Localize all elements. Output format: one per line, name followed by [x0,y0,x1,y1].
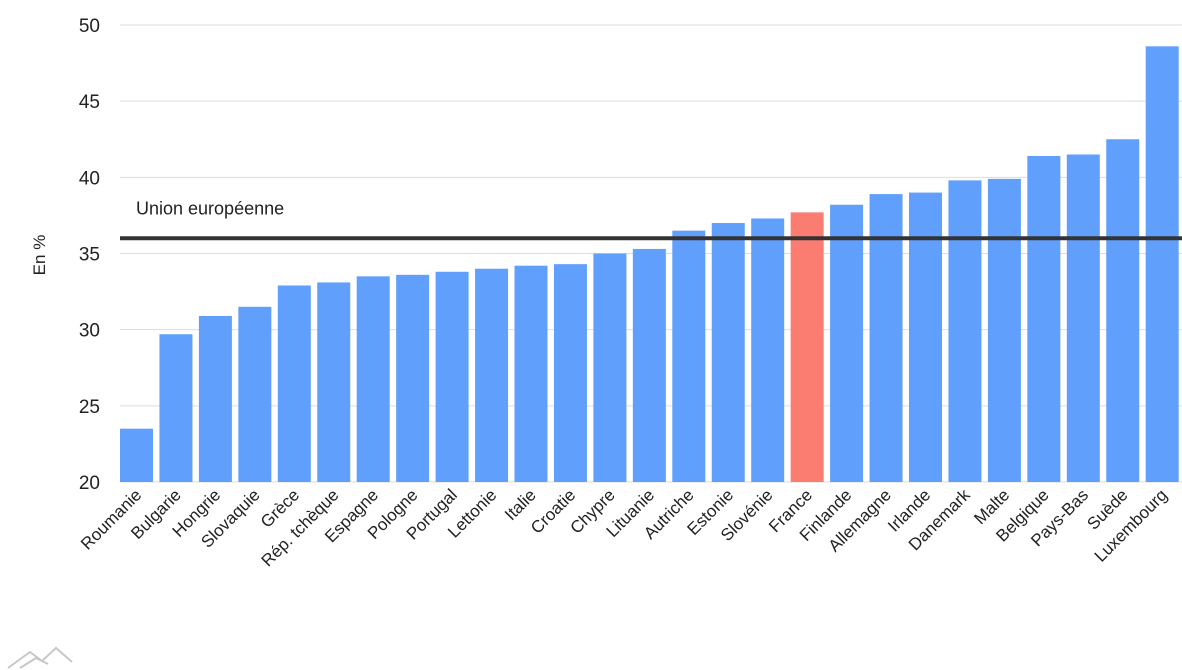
bar-luxembourg [1145,46,1179,483]
bars [120,46,1179,483]
bar-gr-ce [277,285,311,482]
y-tick-label: 40 [79,168,100,189]
bar-slovaquie [238,306,272,482]
mountain-logo-icon [7,646,73,669]
y-axis-ticks: 20 25 30 35 40 45 50 [79,16,100,494]
reference-line-group: Union européenne [120,198,1182,241]
bar-danemark [948,180,982,482]
bar-chypre [593,253,627,482]
bar-slov-nie [751,218,785,483]
bar-roumanie [120,428,153,482]
x-axis-labels: RoumanieBulgarieHongrieSlovaquieGrèceRép… [77,485,1171,570]
y-tick-label: 35 [79,245,100,266]
bar-estonie [711,223,745,483]
bar-italie [514,265,548,482]
y-tick-label: 50 [79,16,100,37]
y-axis-title: En % [30,235,49,276]
y-tick-label: 45 [79,92,100,113]
bar-su-de [1106,139,1140,482]
reference-line-label: Union européenne [136,198,284,218]
bar-pays-bas [1066,154,1100,482]
bar-bulgarie [159,334,193,482]
bar-portugal [435,271,469,482]
y-tick-label: 30 [79,321,100,342]
bar-lettonie [475,268,509,482]
x-tick-label: Roumanie [77,485,145,553]
bar-france [790,212,824,482]
bar-allemagne [869,194,903,482]
bar-lituanie [632,248,666,482]
bar-irlande [909,192,942,483]
bar-espagne [356,276,390,482]
bar-pologne [396,274,430,482]
bar-croatie [553,264,587,482]
bar-belgique [1027,156,1061,483]
y-tick-label: 25 [79,397,100,418]
bar-malte [987,178,1021,482]
bar-hongrie [198,315,232,482]
y-tick-label: 20 [79,473,100,494]
bar-r-p-tch-que [317,282,351,482]
bar-finlande [830,204,864,482]
bar-autriche [672,230,706,482]
